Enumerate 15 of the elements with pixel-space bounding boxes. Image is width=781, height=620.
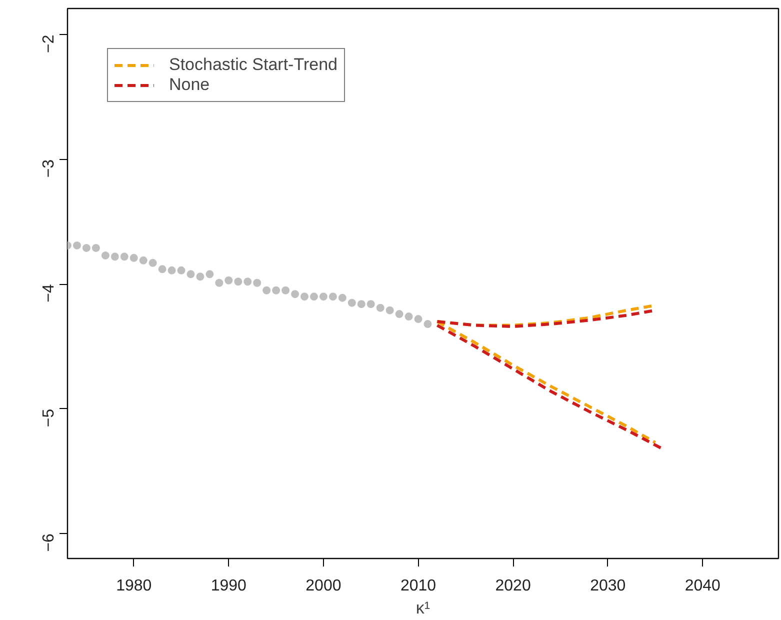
legend-label: None bbox=[169, 75, 210, 95]
y-tick-label: −5 bbox=[40, 408, 58, 428]
x-tick-label: 2040 bbox=[684, 578, 721, 594]
y-tick-label: −6 bbox=[40, 533, 58, 552]
x-tick-label: 2000 bbox=[306, 578, 342, 594]
x-tick-label: 1990 bbox=[210, 578, 247, 594]
x-tick-label: 1980 bbox=[116, 578, 152, 594]
x-tick-label: 2030 bbox=[590, 578, 626, 594]
x-tick-label: 2010 bbox=[400, 578, 436, 594]
x-axis-title: κ¹ bbox=[416, 598, 430, 618]
y-tick-label: −3 bbox=[40, 159, 58, 178]
y-tick-label: −2 bbox=[40, 34, 58, 53]
x-tick-label: 2020 bbox=[495, 578, 531, 594]
y-tick-label: −4 bbox=[40, 284, 58, 302]
legend-label: Stochastic Start-Trend bbox=[169, 55, 338, 75]
